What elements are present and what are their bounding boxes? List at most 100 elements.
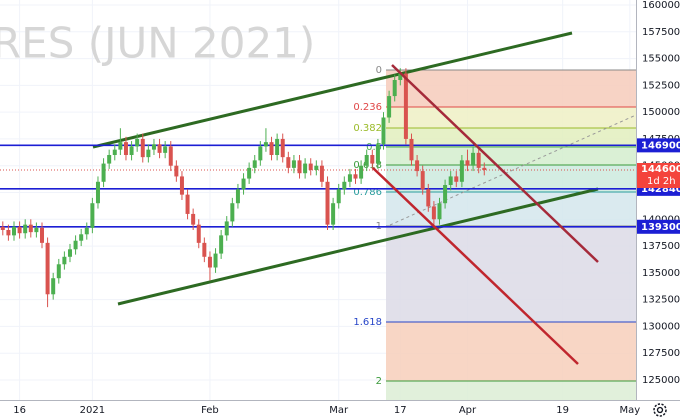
candle-body bbox=[247, 167, 252, 179]
candle-body bbox=[426, 189, 431, 207]
candle-body bbox=[392, 80, 397, 97]
candle-body bbox=[235, 189, 240, 204]
candle-body bbox=[45, 242, 50, 295]
candle-body bbox=[459, 160, 464, 182]
channel-bottom bbox=[117, 187, 599, 306]
y-tick-label: 157500 bbox=[642, 27, 680, 38]
candle-body bbox=[280, 138, 285, 158]
candle-body bbox=[415, 160, 420, 172]
y-tick-label: 160000 bbox=[642, 0, 680, 11]
gear-outline bbox=[653, 403, 667, 417]
candle-body bbox=[123, 142, 128, 156]
drawings bbox=[372, 64, 599, 365]
candle-body bbox=[398, 73, 403, 81]
candle-body bbox=[135, 138, 140, 147]
y-tick-label: 137500 bbox=[642, 241, 680, 252]
candle-body bbox=[213, 253, 218, 268]
x-tick-label: Feb bbox=[201, 405, 219, 416]
y-tick-label: 132500 bbox=[642, 295, 680, 306]
candle-body bbox=[23, 224, 28, 234]
candle-body bbox=[303, 163, 308, 174]
candle-body bbox=[67, 249, 72, 257]
candle-body bbox=[163, 146, 168, 153]
x-tick-label: 2021 bbox=[80, 405, 105, 416]
candle-body bbox=[79, 234, 84, 241]
settings-icon[interactable] bbox=[653, 403, 667, 417]
candle-body bbox=[56, 264, 61, 279]
level-label: 142840 bbox=[641, 184, 680, 195]
fib-label: 1.618 bbox=[353, 317, 382, 328]
candle-body bbox=[6, 229, 11, 236]
candle-body bbox=[62, 256, 67, 265]
candle-body bbox=[95, 181, 100, 204]
channel-top bbox=[92, 31, 573, 149]
candle-body bbox=[286, 157, 291, 168]
candle-body bbox=[331, 203, 336, 225]
candle-body bbox=[219, 235, 224, 254]
candle-body bbox=[381, 117, 386, 145]
candle-body bbox=[359, 165, 364, 179]
candle-body bbox=[291, 160, 296, 168]
candle-body bbox=[207, 256, 212, 268]
y-tick-label: 152500 bbox=[642, 80, 680, 91]
last-price-box bbox=[637, 163, 680, 189]
countdown-label: 1d 2h bbox=[647, 176, 676, 187]
candle-body bbox=[443, 185, 448, 204]
candle-body bbox=[90, 203, 95, 228]
candle-body bbox=[347, 174, 352, 182]
candle-body bbox=[230, 203, 235, 222]
candle-body bbox=[263, 142, 268, 147]
fib-band bbox=[386, 107, 636, 129]
candle-body bbox=[319, 165, 324, 182]
candle-body bbox=[168, 146, 173, 166]
candle-body bbox=[269, 142, 274, 156]
candle-body bbox=[476, 152, 481, 168]
candle-body bbox=[17, 226, 22, 234]
candle-body bbox=[252, 160, 257, 168]
x-tick-label: 17 bbox=[394, 405, 407, 416]
y-tick-label: 135000 bbox=[642, 268, 680, 279]
candle-body bbox=[420, 171, 425, 190]
candle-body bbox=[387, 96, 392, 118]
x-tick-label: 19 bbox=[556, 405, 569, 416]
candle-body bbox=[73, 240, 78, 250]
candle-body bbox=[196, 224, 201, 243]
level-label-box bbox=[637, 219, 680, 234]
candle-body bbox=[202, 242, 207, 257]
candle-body bbox=[129, 146, 134, 156]
fib-band bbox=[386, 380, 636, 400]
candle-body bbox=[185, 194, 190, 214]
candle-body bbox=[314, 165, 319, 171]
fib-band bbox=[386, 69, 636, 108]
candle-body bbox=[101, 163, 106, 182]
candle-body bbox=[308, 163, 313, 171]
candle-body bbox=[112, 149, 117, 156]
red-trend bbox=[372, 167, 579, 365]
candle-body bbox=[157, 144, 162, 153]
level-label: 146900 bbox=[641, 140, 680, 151]
x-tick-label: May bbox=[619, 405, 640, 416]
candle-body bbox=[107, 155, 112, 164]
candle-body bbox=[11, 226, 16, 236]
y-tick-label: 125000 bbox=[642, 375, 680, 386]
y-tick-label: 127500 bbox=[642, 348, 680, 359]
candle-body bbox=[482, 167, 487, 171]
red-trend bbox=[391, 64, 599, 263]
x-tick-label: Mar bbox=[329, 405, 349, 416]
candle-body bbox=[146, 149, 151, 158]
candle-body bbox=[34, 227, 39, 233]
candle-body bbox=[118, 142, 123, 150]
candle-body bbox=[224, 221, 229, 236]
candle-body bbox=[297, 160, 302, 174]
candle-body bbox=[151, 144, 156, 150]
candle-body bbox=[258, 146, 263, 161]
candle-body bbox=[191, 213, 196, 225]
candle-body bbox=[336, 189, 341, 204]
candle-body bbox=[437, 203, 442, 220]
y-tick-label: 130000 bbox=[642, 321, 680, 332]
x-tick-label: 16 bbox=[13, 405, 26, 416]
gear-hub bbox=[656, 406, 664, 414]
